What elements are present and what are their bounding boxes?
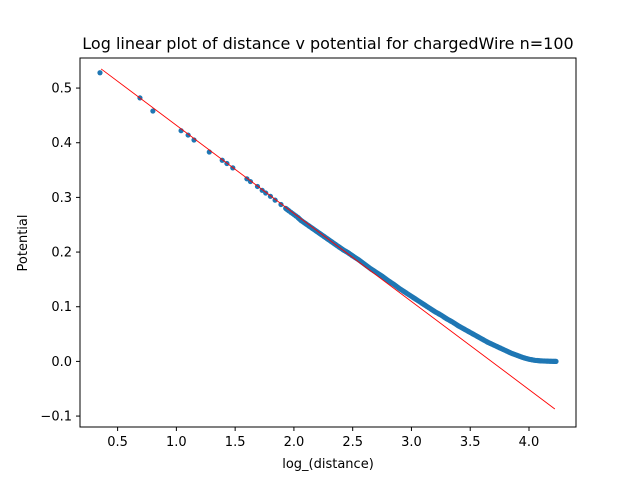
x-axis: 0.5 1.0 1.5 2.0 2.5 3.0 3.5 4.0: [107, 427, 539, 450]
x-tick-label: 3.5: [460, 435, 481, 450]
x-axis-label: log_(distance): [282, 457, 374, 472]
x-tick-label: 3.0: [401, 435, 422, 450]
fit-line: [100, 68, 556, 410]
data-point: [97, 70, 103, 76]
y-tick-label: 0.1: [51, 300, 72, 315]
data-point: [185, 132, 191, 138]
chart-title: Log linear plot of distance v potential …: [82, 34, 573, 53]
y-axis-label: Potential: [16, 215, 31, 272]
y-tick-label: 0.4: [51, 136, 72, 151]
y-tick-label: −0.1: [40, 410, 72, 425]
x-tick-label: 2.0: [284, 435, 305, 450]
x-tick-label: 1.5: [225, 435, 246, 450]
x-tick-label: 2.5: [342, 435, 363, 450]
x-tick-label: 1.0: [166, 435, 187, 450]
plot-frame: [79, 57, 577, 428]
y-axis: −0.1 0.0 0.1 0.2 0.3 0.4 0.5: [40, 82, 80, 425]
y-tick-label: 0.3: [51, 191, 72, 206]
data-point: [150, 108, 156, 114]
x-tick-label: 0.5: [107, 435, 128, 450]
y-tick-label: 0.0: [51, 355, 72, 370]
y-tick-label: 0.2: [51, 246, 72, 261]
x-tick-label: 4.0: [519, 435, 540, 450]
data-point: [191, 137, 197, 143]
data-point: [553, 358, 559, 364]
plot-area: [97, 68, 559, 410]
y-tick-label: 0.5: [51, 82, 72, 97]
